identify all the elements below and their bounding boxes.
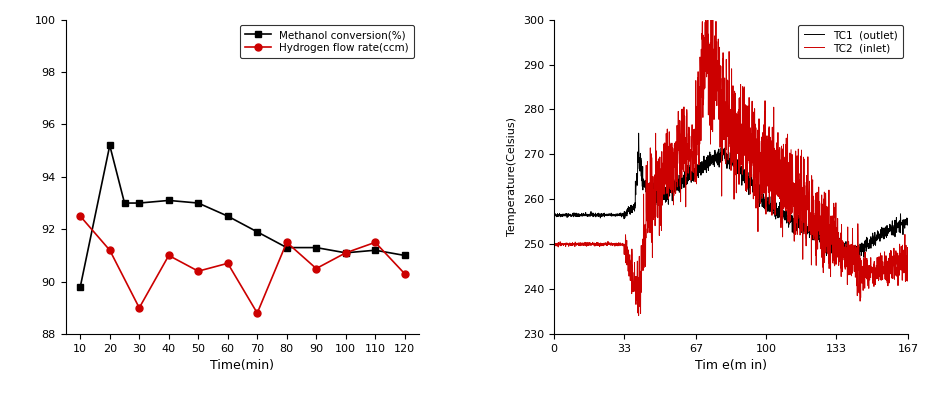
Methanol conversion(%) [311, 245, 322, 250]
TC1  (outlet) [830, 259, 841, 264]
Methanol conversion(%) [370, 248, 381, 253]
TC1  (outlet) [566, 213, 578, 218]
TC1  (outlet) [633, 131, 644, 136]
TC2  (inlet) [711, 58, 723, 62]
TC2  (inlet) [892, 283, 903, 288]
TC2  (inlet) [548, 242, 560, 247]
Methanol conversion(%) [222, 214, 233, 219]
Line: Methanol conversion(%): Methanol conversion(%) [77, 142, 408, 290]
Line: Hydrogen flow rate(ccm): Hydrogen flow rate(ccm) [77, 213, 408, 317]
TC2  (inlet) [721, 86, 732, 91]
TC2  (inlet) [902, 257, 914, 261]
Hydrogen flow rate(ccm) [75, 214, 86, 219]
Methanol conversion(%) [104, 143, 115, 148]
Hydrogen flow rate(ccm) [163, 253, 174, 258]
X-axis label: Tim e(m in): Tim e(m in) [695, 359, 767, 372]
Hydrogen flow rate(ccm) [370, 240, 381, 245]
Hydrogen flow rate(ccm) [222, 261, 233, 266]
TC1  (outlet) [711, 152, 723, 156]
Hydrogen flow rate(ccm) [252, 311, 263, 316]
X-axis label: Time(min): Time(min) [211, 359, 274, 372]
Methanol conversion(%) [119, 201, 130, 206]
Hydrogen flow rate(ccm) [134, 305, 145, 310]
Hydrogen flow rate(ccm) [399, 272, 410, 276]
Line: TC2  (inlet): TC2 (inlet) [554, 0, 908, 316]
TC1  (outlet) [892, 223, 903, 228]
Methanol conversion(%) [193, 201, 204, 206]
Methanol conversion(%) [340, 250, 351, 255]
Legend: Methanol conversion(%), Hydrogen flow rate(ccm): Methanol conversion(%), Hydrogen flow ra… [240, 25, 415, 59]
TC2  (inlet) [827, 253, 839, 258]
Line: TC1  (outlet): TC1 (outlet) [554, 133, 908, 262]
Y-axis label: Temperature(Celsius): Temperature(Celsius) [507, 118, 518, 236]
Methanol conversion(%) [163, 198, 174, 203]
Methanol conversion(%) [134, 201, 145, 206]
TC1  (outlet) [548, 212, 560, 217]
Methanol conversion(%) [75, 285, 86, 289]
TC1  (outlet) [827, 244, 839, 249]
Hydrogen flow rate(ccm) [281, 240, 292, 245]
TC1  (outlet) [902, 222, 914, 227]
Methanol conversion(%) [252, 230, 263, 234]
Hydrogen flow rate(ccm) [193, 269, 204, 274]
TC2  (inlet) [892, 267, 903, 272]
TC2  (inlet) [566, 242, 578, 247]
Methanol conversion(%) [399, 253, 410, 258]
TC1  (outlet) [721, 158, 732, 162]
Legend: TC1  (outlet), TC2  (inlet): TC1 (outlet), TC2 (inlet) [798, 25, 902, 59]
TC1  (outlet) [892, 225, 903, 230]
TC2  (inlet) [633, 313, 644, 318]
Hydrogen flow rate(ccm) [104, 248, 115, 253]
Hydrogen flow rate(ccm) [340, 250, 351, 255]
Methanol conversion(%) [281, 245, 292, 250]
Hydrogen flow rate(ccm) [311, 266, 322, 271]
